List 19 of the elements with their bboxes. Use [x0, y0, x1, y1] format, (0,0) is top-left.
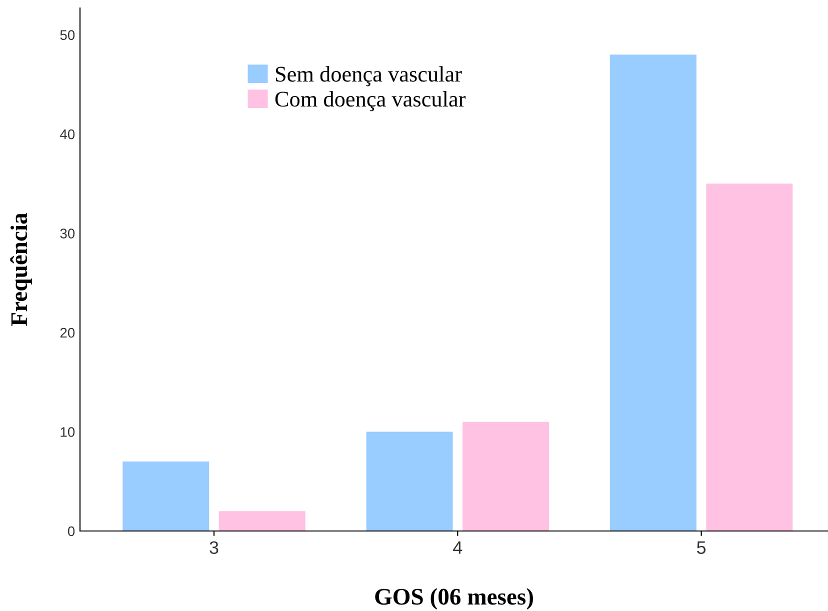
x-tick-label: 4 — [453, 541, 462, 554]
legend-label: Com doença vascular — [275, 91, 466, 112]
y-axis-title: Frequência — [10, 213, 32, 326]
bar — [122, 462, 210, 531]
bar — [218, 511, 306, 531]
x-tick-label: 5 — [697, 541, 706, 554]
y-tick-label: 40 — [60, 129, 75, 140]
y-tick-label: 20 — [60, 328, 75, 338]
y-tick-label: 30 — [60, 228, 75, 238]
bar — [366, 432, 453, 531]
bar — [706, 184, 793, 531]
x-tick-label: 3 — [210, 541, 218, 554]
legend-label: Sem doença vascular — [276, 66, 462, 86]
y-tick-label: 0 — [68, 526, 75, 536]
bar — [610, 54, 696, 531]
bar — [462, 422, 550, 531]
y-tick-label: 10 — [60, 427, 75, 437]
x-axis-title: GOS (06 meses) — [375, 588, 533, 610]
y-tick-label: 50 — [60, 30, 75, 40]
